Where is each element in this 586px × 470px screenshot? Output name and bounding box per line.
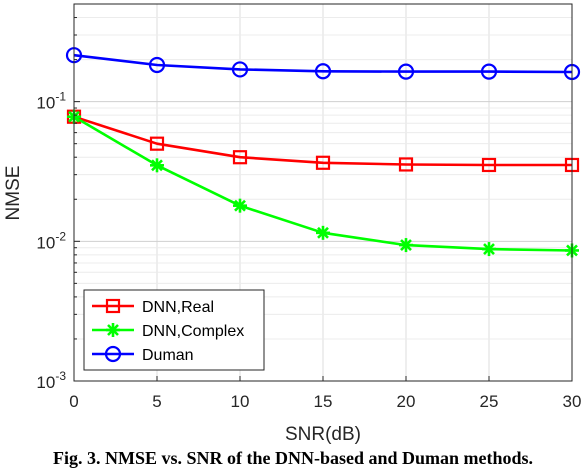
x-tick-label: 25 xyxy=(480,392,499,411)
data-point xyxy=(315,155,331,170)
star-stroke xyxy=(400,239,412,251)
y-tick-label: 10-2 xyxy=(36,229,66,252)
legend-item-duman: Duman xyxy=(92,345,194,364)
x-tick-label: 30 xyxy=(563,392,582,411)
x-tick-label: 5 xyxy=(152,392,161,411)
x-tick-label: 15 xyxy=(314,392,333,411)
legend-marker xyxy=(106,323,120,337)
star-stroke xyxy=(107,324,119,336)
legend-label: DNN,Complex xyxy=(142,323,244,340)
star-stroke xyxy=(317,226,329,239)
series-dnn-complex xyxy=(67,109,579,258)
data-point xyxy=(314,63,332,80)
data-point xyxy=(399,238,413,253)
data-point xyxy=(397,63,415,80)
series-layer xyxy=(65,47,581,258)
figure-caption: Fig. 3. NMSE vs. SNR of the DNN-based an… xyxy=(52,448,534,468)
data-point xyxy=(481,157,497,173)
legend-item-dnn-complex: DNN,Complex xyxy=(92,323,244,340)
y-axis-label: NMSE xyxy=(3,166,24,221)
data-point xyxy=(232,150,248,165)
data-point xyxy=(231,61,249,78)
x-tick-label: 20 xyxy=(397,392,416,411)
y-tick-label: 10-1 xyxy=(36,90,66,113)
legend-item-dnn-real: DNN,Real xyxy=(92,298,214,316)
series-dnn-real xyxy=(66,109,580,173)
star-stroke xyxy=(483,243,495,255)
ticks: 0 5 10 15 20 25 30 10-3 10-2 10-1 xyxy=(36,17,582,411)
data-point xyxy=(148,56,166,74)
series-line xyxy=(73,115,572,167)
legend: DNN,Real DNN,Complex Duman xyxy=(83,289,265,371)
x-tick-label: 10 xyxy=(231,392,250,411)
legend-label: DNN,Real xyxy=(142,299,214,316)
data-point xyxy=(480,63,498,80)
star-stroke xyxy=(151,159,163,172)
data-point xyxy=(316,225,330,240)
series-line xyxy=(73,53,573,74)
x-axis-label: SNR(dB) xyxy=(285,424,361,445)
y-tick-label: 10-3 xyxy=(36,369,66,392)
data-point xyxy=(398,157,414,172)
data-point xyxy=(482,242,496,257)
series-duman xyxy=(65,47,581,81)
legend-marker xyxy=(105,298,121,314)
legend-label: Duman xyxy=(142,347,194,364)
data-point xyxy=(150,158,164,173)
data-point xyxy=(233,198,247,213)
x-tick-label: 0 xyxy=(69,392,78,411)
star-stroke xyxy=(234,199,246,212)
legend-marker xyxy=(104,345,122,363)
data-point xyxy=(149,136,165,151)
